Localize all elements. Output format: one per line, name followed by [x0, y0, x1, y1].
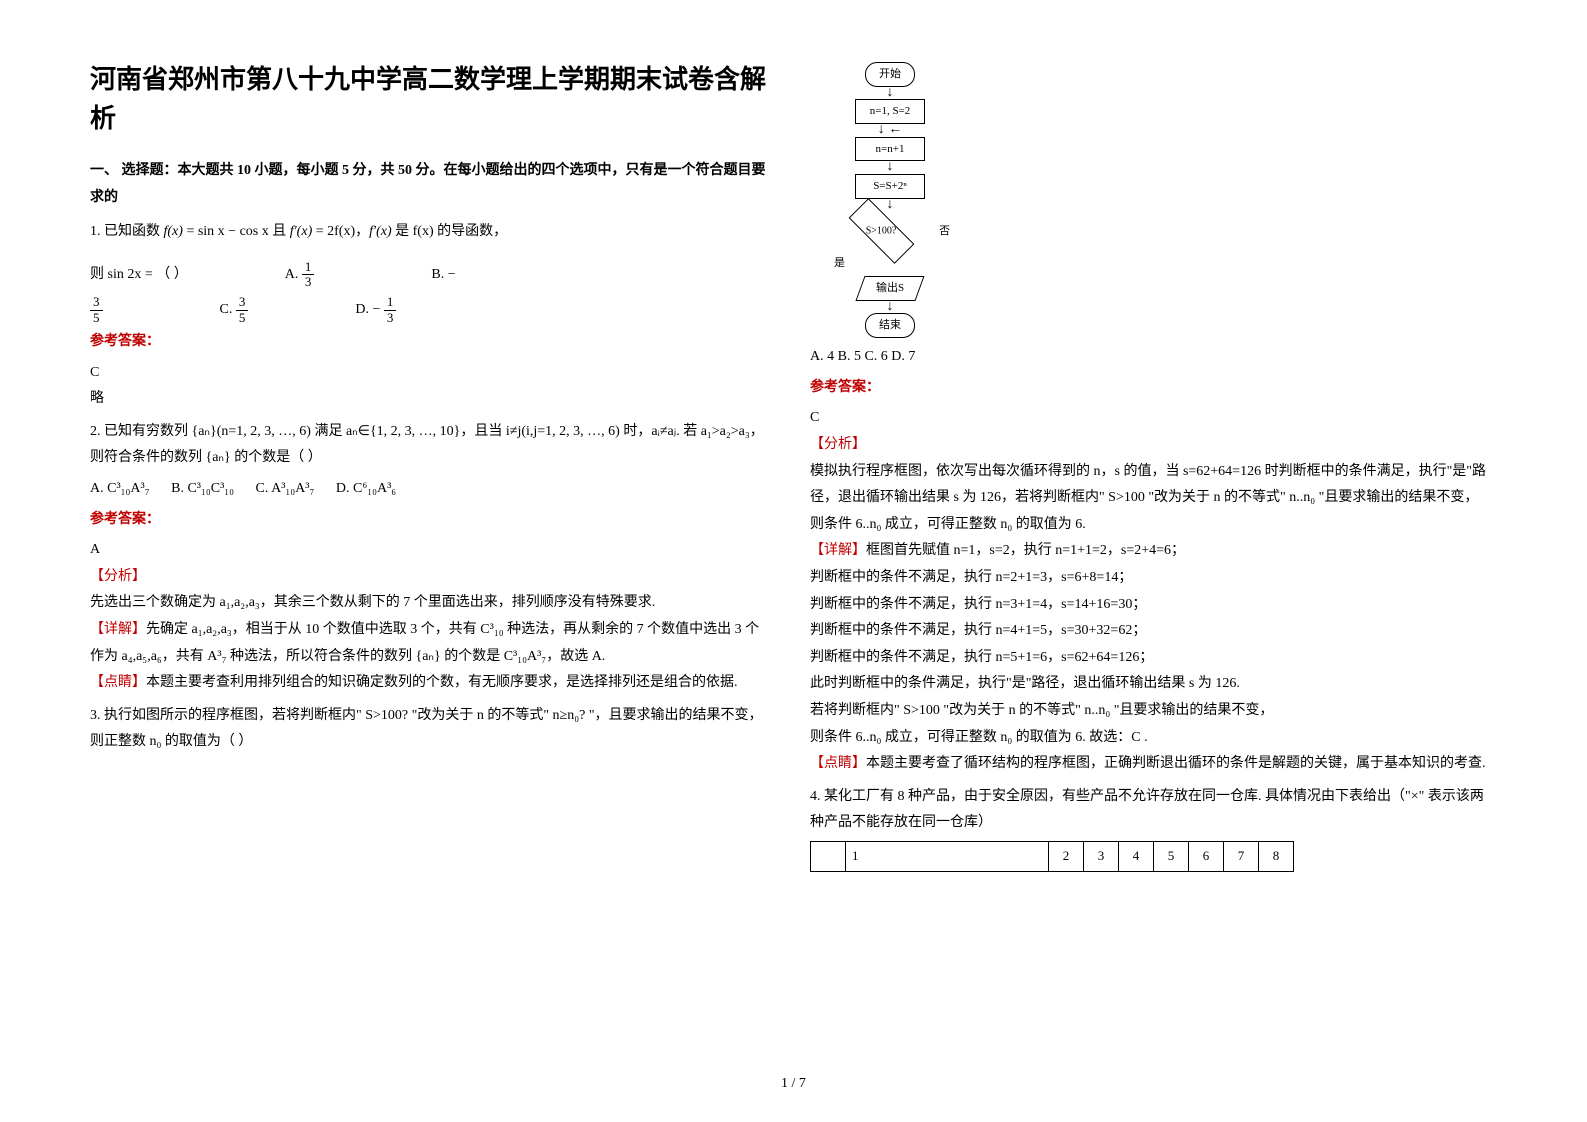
flowchart: 开始 ↓ n=1, S=2 ↓ ← n=n+1 ↓ S=S+2ⁿ ↓ S>100…	[830, 62, 950, 338]
q1-fpx2: f′(x)	[369, 224, 392, 239]
question-2: 2. 已知有穷数列 {aₙ}(n=1, 2, 3, …, 6) 满足 aₙ∈{1…	[90, 419, 770, 697]
q1-frac-35a: 35	[90, 295, 103, 325]
q3-ds-body: 本题主要考查了循环结构的程序框图，正确判断退出循环的条件是解题的关键，属于基本知…	[866, 756, 1486, 771]
q2-xj-label: 【详解】	[90, 622, 146, 637]
fc-step-s: S=S+2ⁿ	[855, 174, 925, 199]
q3-xj-l6: 此时判断框中的条件满足，执行"是"路径，退出循环输出结果 s 为 126.	[810, 671, 1490, 698]
q4-col-0	[811, 841, 846, 871]
q4-col-1: 1	[846, 841, 1049, 871]
q2-optB: B. C³₁₀C³₁₀	[171, 481, 234, 496]
q1-stem-a: 1. 已知函数	[90, 224, 164, 239]
page: 河南省郑州市第八十九中学高二数学理上学期期末试卷含解析 一、 选择题：本大题共 …	[0, 0, 1587, 892]
q2-fx-body: 先选出三个数确定为 a₁,a₂,a₃，其余三个数从剩下的 7 个里面选出来，排列…	[90, 590, 770, 617]
q1-optB-label: B. −	[431, 267, 455, 282]
fc-output: 输出S	[855, 276, 924, 301]
q2-optC: C. A³₁₀A³₇	[256, 481, 315, 496]
q4-table-row: 1 2 3 4 5 6 7 8	[811, 841, 1294, 871]
q1-optC-label: C.	[220, 302, 236, 317]
fc-arrow-1: ↓	[830, 89, 950, 97]
q1-fx: f(x)	[164, 224, 183, 239]
q1-frac-35b: 35	[236, 295, 249, 325]
q3-xj-body1: 框图首先赋值 n=1，s=2，执行 n=1+1=2，s=2+4=6；	[866, 543, 1185, 558]
q2-answer: A	[90, 537, 770, 564]
fc-arrow-3: ↓	[830, 163, 950, 171]
q2-ds-label: 【点睛】	[90, 675, 146, 690]
q1-answer: C	[90, 360, 770, 387]
q1-optA-label: A.	[285, 267, 302, 282]
fc-start: 开始	[865, 62, 915, 87]
question-3-stem: 3. 执行如图所示的程序框图，若将判断框内" S>100? "改为关于 n 的不…	[90, 703, 770, 756]
section-1-heading: 一、 选择题：本大题共 10 小题，每小题 5 分，共 50 分。在每小题给出的…	[90, 158, 770, 211]
q2-stem: 2. 已知有穷数列 {aₙ}(n=1, 2, 3, …, 6) 满足 aₙ∈{1…	[90, 419, 770, 472]
q3-options: A. 4 B. 5 C. 6 D. 7	[810, 344, 1490, 371]
q1-stem-d: 是 f(x) 的导函数，	[392, 224, 508, 239]
q3-ds-label: 【点睛】	[810, 756, 866, 771]
q4-col-6: 6	[1189, 841, 1224, 871]
question-1: 1. 已知函数 f(x) = sin x − cos x 且 f′(x) = 2…	[90, 219, 770, 413]
q2-optA: A. C³₁₀A³₇	[90, 481, 150, 496]
fc-arrow-4: ↓	[830, 201, 950, 209]
q1-options-row1: 则 sin 2x = （ ） A. 13 B. −	[90, 260, 770, 290]
q3-xj-l7: 若将判断框内" S>100 "改为关于 n 的不等式" n..n₀ "且要求输出…	[810, 698, 1490, 725]
q1-optD-label: D. −	[355, 302, 384, 317]
fc-no: 否	[939, 221, 950, 242]
page-title: 河南省郑州市第八十九中学高二数学理上学期期末试卷含解析	[90, 60, 770, 138]
q1-note: 略	[90, 386, 770, 413]
fc-arrow-2: ↓ ←	[830, 126, 950, 134]
q1-paren: （ ）	[156, 267, 188, 282]
q3-ds: 【点睛】本题主要考查了循环结构的程序框图，正确判断退出循环的条件是解题的关键，属…	[810, 751, 1490, 778]
fc-arrow-6: ↓	[830, 303, 950, 311]
q2-options: A. C³₁₀A³₇ B. C³₁₀C³₁₀ C. A³₁₀A³₇ D. C⁶₁…	[90, 476, 770, 503]
fc-step-n: n=n+1	[855, 137, 925, 162]
q1-stem-c: = 2f(x)，	[312, 224, 369, 239]
q1-stem: 1. 已知函数 f(x) = sin x − cos x 且 f′(x) = 2…	[90, 219, 770, 246]
q4-table: 1 2 3 4 5 6 7 8	[810, 841, 1294, 872]
q3-fx: 【分析】	[810, 432, 1490, 459]
q1-frac-13b: 13	[384, 295, 397, 325]
q3-ref: 参考答案：	[810, 375, 1490, 402]
q3-answer: C	[810, 405, 1490, 432]
q1-line2a: 则 sin 2x =	[90, 267, 153, 282]
q4-col-7: 7	[1224, 841, 1259, 871]
q2-fx: 【分析】	[90, 564, 770, 591]
left-column: 河南省郑州市第八十九中学高二数学理上学期期末试卷含解析 一、 选择题：本大题共 …	[90, 60, 770, 872]
q1-options-row2: 35 C. 35 D. − 13	[90, 295, 770, 325]
q1-fpx: f′(x)	[290, 224, 313, 239]
q3-xj-l5: 判断框中的条件不满足，执行 n=5+1=6，s=62+64=126；	[810, 645, 1490, 672]
q2-optD: D. C⁶₁₀A³₆	[336, 481, 396, 496]
q3-xj-l2: 判断框中的条件不满足，执行 n=2+1=3，s=6+8=14；	[810, 565, 1490, 592]
q3-fx-body: 模拟执行程序框图，依次写出每次循环得到的 n，s 的值，当 s=62+64=12…	[810, 459, 1490, 539]
q2-xj: 【详解】先确定 a₁,a₂,a₃，相当于从 10 个数值中选取 3 个，共有 C…	[90, 617, 770, 670]
q4-col-5: 5	[1154, 841, 1189, 871]
q3-xj-l4: 判断框中的条件不满足，执行 n=4+1=5，s=30+32=62；	[810, 618, 1490, 645]
q2-ref: 参考答案：	[90, 507, 770, 534]
q3-xj-head: 【详解】框图首先赋值 n=1，s=2，执行 n=1+1=2，s=2+4=6；	[810, 538, 1490, 565]
page-footer: 1 / 7	[0, 1076, 1587, 1092]
question-4-stem: 4. 某化工厂有 8 种产品，由于安全原因，有些产品不允许存放在同一仓库. 具体…	[810, 784, 1490, 837]
q2-ds: 【点睛】本题主要考查利用排列组合的知识确定数列的个数，有无顺序要求，是选择排列还…	[90, 670, 770, 697]
fc-cond-row: S>100? 否	[830, 209, 950, 253]
q4-col-4: 4	[1119, 841, 1154, 871]
q4-col-2: 2	[1049, 841, 1084, 871]
q1-ref: 参考答案：	[90, 329, 770, 356]
fc-end: 结束	[865, 313, 915, 338]
q2-xj-body: 先确定 a₁,a₂,a₃，相当于从 10 个数值中选取 3 个，共有 C³₁₀ …	[90, 622, 759, 664]
right-column: 开始 ↓ n=1, S=2 ↓ ← n=n+1 ↓ S=S+2ⁿ ↓ S>100…	[810, 60, 1490, 872]
q2-ds-body: 本题主要考查利用排列组合的知识确定数列的个数，有无顺序要求，是选择排列还是组合的…	[146, 675, 738, 690]
q1-frac-13a: 13	[302, 260, 315, 290]
q4-col-8: 8	[1259, 841, 1294, 871]
q4-col-3: 3	[1084, 841, 1119, 871]
q1-stem-b: = sin x − cos x 且	[183, 224, 290, 239]
q3-xj-l3: 判断框中的条件不满足，执行 n=3+1=4，s=14+16=30；	[810, 592, 1490, 619]
q3-xj-l8: 则条件 6..n₀ 成立，可得正整数 n₀ 的取值为 6. 故选：C .	[810, 725, 1490, 752]
q3-xj-label: 【详解】	[810, 543, 866, 558]
fc-init: n=1, S=2	[855, 99, 925, 124]
